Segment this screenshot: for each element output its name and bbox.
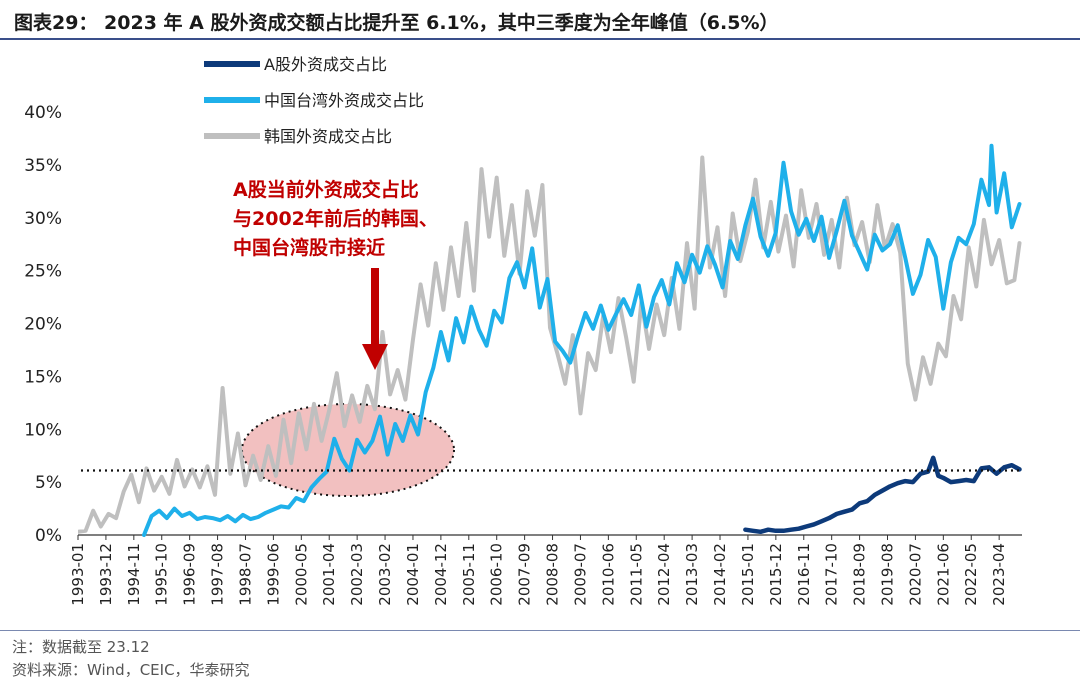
line-chart: 0% 5% 10% 15% 20% 25% 30% 35% 40% 1993-01 1993-12…: [24, 55, 1022, 606]
footer-rule: [0, 630, 1080, 631]
y-tick-label: 40%: [24, 103, 62, 123]
x-tick-label: 1993-01: [69, 543, 87, 606]
x-tick-label: 1994-11: [125, 543, 143, 606]
legend-label-taiwan: 中国台湾外资成交占比: [264, 91, 424, 110]
x-tick-label: 1999-06: [264, 543, 282, 606]
legend-label-korea: 韩国外资成交占比: [264, 127, 392, 146]
data-source: 资料来源：Wind，CEIC，华泰研究: [12, 661, 250, 679]
annotation-line: 与2002年前后的韩国、: [233, 207, 438, 230]
x-tick-label: 2006-10: [488, 543, 506, 606]
y-axis-tick-labels: 0% 5% 10% 15% 20% 25% 30% 35% 40%: [24, 103, 62, 546]
x-tick-label: 2021-06: [934, 543, 952, 606]
x-tick-label: 2014-02: [711, 543, 729, 606]
y-tick-label: 20%: [24, 315, 62, 335]
annotation-arrow: [362, 268, 388, 370]
chart-title: 图表29： 2023 年 A 股外资成交额占比提升至 6.1%，其中三季度为全年…: [14, 12, 779, 34]
x-tick-label: 2004-12: [432, 543, 450, 606]
x-tick-label: 2015-12: [767, 543, 785, 606]
series-line-a-share: [743, 455, 1022, 535]
x-tick-label: 2002-03: [348, 543, 366, 606]
y-tick-label: 15%: [24, 367, 62, 387]
x-tick-label: 2023-04: [990, 543, 1008, 606]
series-line-taiwan: [142, 143, 1022, 537]
x-tick-label: 2022-05: [962, 543, 980, 606]
annotation-line: 中国台湾股市接近: [233, 236, 385, 259]
y-tick-label: 5%: [35, 473, 62, 493]
series-line-korea: [78, 155, 1022, 534]
y-tick-label: 25%: [24, 262, 62, 282]
x-tick-label: 1998-07: [236, 543, 254, 606]
x-tick-label: 2013-03: [683, 543, 701, 606]
x-tick-label: 1993-12: [97, 543, 115, 606]
x-tick-label: 2007-09: [516, 543, 534, 606]
x-tick-label: 2010-06: [599, 543, 617, 606]
x-tick-label: 2015-01: [739, 543, 757, 606]
x-tick-label: 2017-10: [823, 543, 841, 606]
legend-label-a-share: A股外资成交占比: [264, 55, 387, 74]
x-tick-label: 2019-08: [879, 543, 897, 606]
x-tick-label: 2020-07: [906, 543, 924, 606]
y-tick-label: 35%: [24, 156, 62, 176]
x-tick-label: 1996-09: [181, 543, 199, 606]
x-tick-label: 2000-05: [292, 543, 310, 606]
x-tick-label: 2011-05: [627, 543, 645, 606]
x-tick-label: 2018-09: [851, 543, 869, 606]
x-axis: 1993-01 1993-12 1994-11 1995-10 1996-09 1997-…: [69, 534, 1022, 606]
x-tick-label: 1995-10: [153, 543, 171, 606]
x-tick-label: 2012-04: [655, 543, 673, 606]
x-tick-label: 2009-07: [571, 543, 589, 606]
x-tick-label: 2008-08: [544, 543, 562, 606]
y-tick-label: 10%: [24, 420, 62, 440]
x-tick-label: 2004-01: [404, 543, 422, 606]
y-tick-label: 0%: [35, 526, 62, 546]
title-underline: [0, 38, 1080, 40]
data-note: 注：数据截至 23.12: [12, 638, 150, 656]
x-tick-label: 2005-11: [460, 543, 478, 606]
x-tick-label: 2003-02: [376, 543, 394, 606]
x-tick-label: 2016-11: [795, 543, 813, 606]
x-tick-label: 2001-04: [320, 543, 338, 606]
annotation-line: A股当前外资成交占比: [233, 178, 419, 201]
x-tick-label: 1997-08: [209, 543, 227, 606]
y-tick-label: 30%: [24, 209, 62, 229]
